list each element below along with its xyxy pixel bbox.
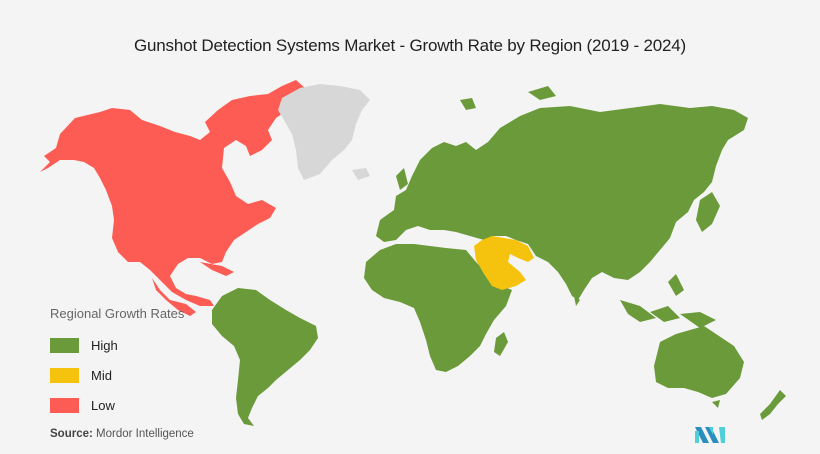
region-south-america [212,288,318,426]
region-middle-east [474,236,534,290]
region-oceania [620,274,786,420]
legend-swatch-low [50,397,79,413]
legend-item-mid: Mid [50,365,184,385]
legend-title: Regional Growth Rates [50,306,185,321]
region-greenland [278,84,370,180]
legend-label: Low [91,397,115,413]
map-title: Gunshot Detection Systems Market - Growt… [134,36,686,55]
legend: Regional Growth Rates High Mid Low [50,306,184,425]
legend-swatch-mid [50,367,79,383]
legend-label: High [91,337,118,353]
legend-item-high: High [50,335,184,355]
source-label: Source: [50,428,93,440]
legend-swatch-high [50,337,79,353]
region-north-america [40,80,305,316]
mordor-intelligence-logo-icon [695,427,725,443]
source-value: Mordor Intelligence [96,428,194,440]
region-eurasia [376,86,748,306]
legend-item-low: Low [50,395,184,415]
region-africa [364,244,512,372]
source-note: Source: Mordor Intelligence [50,428,194,440]
legend-label: Mid [91,367,112,383]
